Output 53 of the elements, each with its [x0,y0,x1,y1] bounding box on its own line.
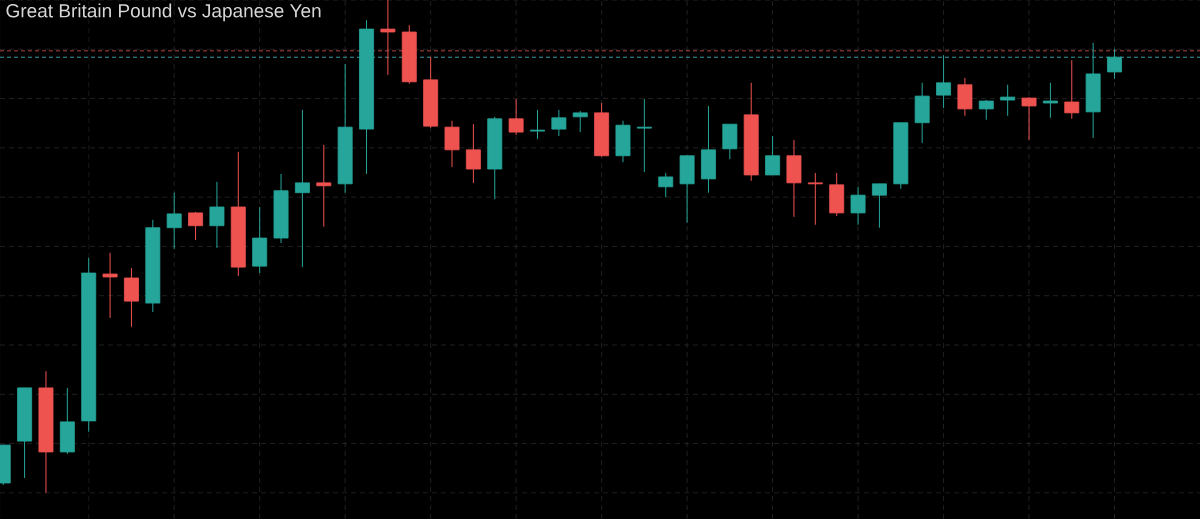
candlestick [38,370,54,494]
candlestick [936,54,951,109]
candlestick [508,98,524,136]
candlestick [594,102,610,158]
candlestick [572,110,588,133]
candlestick [978,99,994,121]
candlestick [423,56,439,129]
candlestick [615,120,631,163]
candlestick [17,387,33,479]
candlestick [765,135,781,176]
candlestick [401,24,417,85]
candlestick [188,211,204,241]
candlestick [380,0,396,76]
candlestick [743,82,759,182]
candlestick [81,257,97,433]
candlestick [359,19,374,175]
candlestick [658,172,674,198]
candlestick [230,151,246,277]
candlestick [123,267,139,328]
candlestick [316,144,332,228]
candlestick [1085,42,1101,139]
candlestick [871,183,887,229]
candlestick [1000,84,1016,117]
candlestick [444,120,460,168]
candlestick [59,387,75,455]
candlestick [893,122,909,190]
candlestick [1042,82,1058,119]
candlestick [1064,59,1080,120]
candlestick [337,63,353,194]
candlestick [252,206,268,274]
candlestick [465,123,481,184]
candlestick [487,116,503,200]
candlestick [914,82,930,144]
candlestick [102,252,118,319]
candlestick [786,139,802,218]
candlestick [636,98,652,173]
chart-title: Great Britain Pound vs Japanese Yen [6,3,321,22]
candlestick [829,172,845,217]
candlestick [294,109,310,268]
candlestick [209,181,225,249]
candlestick [273,173,289,244]
candlestick [145,219,161,313]
candlestick [850,186,866,226]
candlestick [1107,48,1122,80]
candlestick [701,105,716,194]
candlestick [166,192,182,250]
candlestick [679,155,695,224]
candlestick [957,77,973,117]
candlestick [551,109,567,137]
candlestick [1021,96,1037,141]
candlestick [807,172,823,226]
candlestick [722,123,738,160]
candlestick [530,109,545,140]
